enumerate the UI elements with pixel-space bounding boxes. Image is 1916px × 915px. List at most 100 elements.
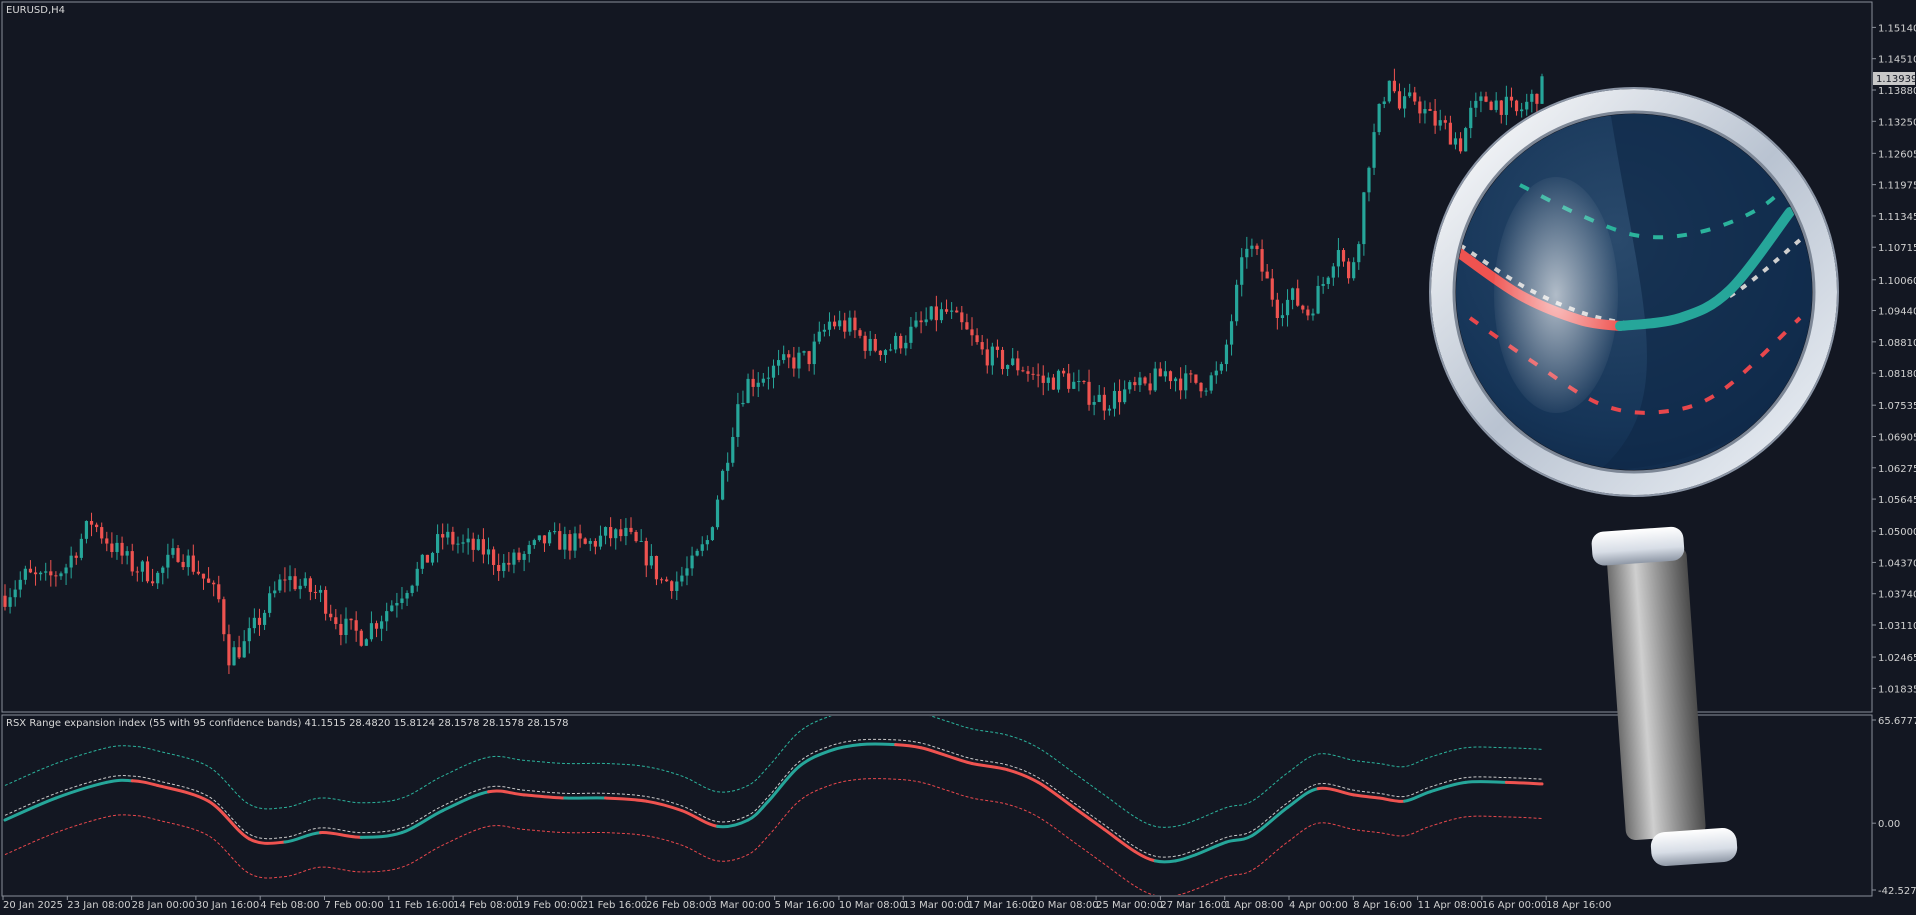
- time-tick-label: 28 Jan 00:00: [132, 900, 195, 911]
- candle: [771, 359, 776, 389]
- candle: [1199, 382, 1203, 398]
- rsx-line-segment: [970, 761, 1010, 772]
- time-tick-label: 14 Feb 08:00: [453, 900, 519, 911]
- candle: [710, 526, 715, 542]
- candle: [1255, 243, 1259, 256]
- candle: [247, 617, 251, 654]
- candle: [1392, 68, 1397, 94]
- candle: [1265, 264, 1269, 279]
- candle: [110, 532, 114, 558]
- rsx-line-segment: [1464, 780, 1508, 784]
- candle: [731, 427, 735, 467]
- price-tick-label: 1.11975: [1878, 181, 1916, 192]
- candle: [242, 630, 246, 658]
- price-tick-label: 1.06905: [1878, 432, 1916, 443]
- candle: [792, 346, 796, 377]
- candle: [736, 392, 740, 447]
- candle: [634, 530, 638, 543]
- candle: [970, 317, 974, 346]
- candle: [8, 588, 12, 614]
- rsx-line-segment: [1316, 786, 1356, 797]
- candle: [115, 534, 119, 560]
- candle: [1250, 238, 1254, 257]
- magnifier-collar: [1591, 526, 1685, 566]
- candle: [1428, 102, 1432, 111]
- candle: [950, 302, 954, 319]
- candle: [924, 307, 928, 326]
- candle: [1138, 371, 1142, 392]
- candle: [441, 523, 445, 550]
- candle: [639, 529, 643, 542]
- price-axis: 1.15140 1.14510 1.13880 1.13250 1.12605 1.119…: [1872, 23, 1916, 695]
- candle: [1433, 99, 1437, 134]
- time-tick-label: 19 Feb 00:00: [517, 900, 583, 911]
- candle: [1535, 93, 1539, 113]
- candle: [827, 312, 832, 337]
- candle: [1148, 373, 1152, 395]
- candle: [130, 543, 134, 576]
- candle: [451, 526, 455, 551]
- indicator-tick-label: 0.00: [1878, 819, 1900, 830]
- candle: [1209, 372, 1213, 394]
- rsx-line-segment: [1006, 768, 1040, 784]
- candle: [89, 512, 94, 537]
- candle: [196, 560, 200, 576]
- candle: [1464, 126, 1468, 152]
- candle: [135, 566, 139, 582]
- indicator-title: RSX Range expansion index (55 with 95 co…: [6, 718, 569, 729]
- candle: [171, 538, 175, 559]
- candle: [512, 549, 516, 574]
- candle: [1387, 80, 1391, 104]
- candle: [741, 390, 745, 407]
- candle: [400, 587, 404, 610]
- candle: [1214, 361, 1218, 384]
- candle: [1067, 363, 1071, 393]
- candle: [1484, 91, 1488, 103]
- candle: [858, 328, 862, 339]
- candle: [13, 580, 17, 607]
- rsx-line-segment: [1377, 796, 1407, 803]
- time-tick-label: 26 Feb 08:00: [646, 900, 712, 911]
- candle: [1291, 287, 1295, 310]
- candle: [1194, 374, 1198, 385]
- candle: [1540, 73, 1544, 104]
- candle: [1489, 100, 1493, 111]
- candle: [262, 609, 267, 630]
- candle: [802, 350, 806, 356]
- candle: [395, 592, 399, 618]
- indicator-pane-border: [1, 714, 1873, 897]
- magnifier-end-cap: [1650, 827, 1738, 867]
- candle: [140, 560, 145, 582]
- candle: [1011, 347, 1015, 367]
- candle: [100, 522, 104, 544]
- rsx-line-segment: [1174, 853, 1198, 863]
- candle: [390, 600, 394, 612]
- candle: [1189, 369, 1193, 383]
- candle: [303, 572, 307, 589]
- rsx-line-segment: [1250, 805, 1290, 838]
- candle: [486, 537, 491, 565]
- candle: [894, 332, 898, 354]
- price-tick-label: 1.06275: [1878, 464, 1916, 475]
- candle: [904, 335, 908, 356]
- candle: [1163, 361, 1167, 382]
- candle: [700, 536, 704, 557]
- rsx-line-segment: [1133, 849, 1157, 863]
- candle: [1235, 279, 1239, 326]
- candle: [181, 554, 185, 570]
- candle: [349, 618, 353, 630]
- candle: [105, 531, 109, 552]
- candle: [1021, 366, 1025, 373]
- candle: [44, 562, 48, 581]
- candle: [659, 577, 664, 584]
- candle: [1245, 236, 1249, 269]
- candle: [435, 524, 440, 563]
- time-tick-label: 1 Apr 08:00: [1225, 900, 1284, 911]
- magnifier-ring: [1431, 89, 1837, 495]
- price-tick-label: 1.11345: [1878, 212, 1916, 223]
- price-tick-label: 1.12605: [1878, 149, 1916, 160]
- candle: [380, 615, 384, 642]
- candle: [832, 315, 837, 330]
- candle: [359, 629, 363, 647]
- candle: [593, 538, 597, 555]
